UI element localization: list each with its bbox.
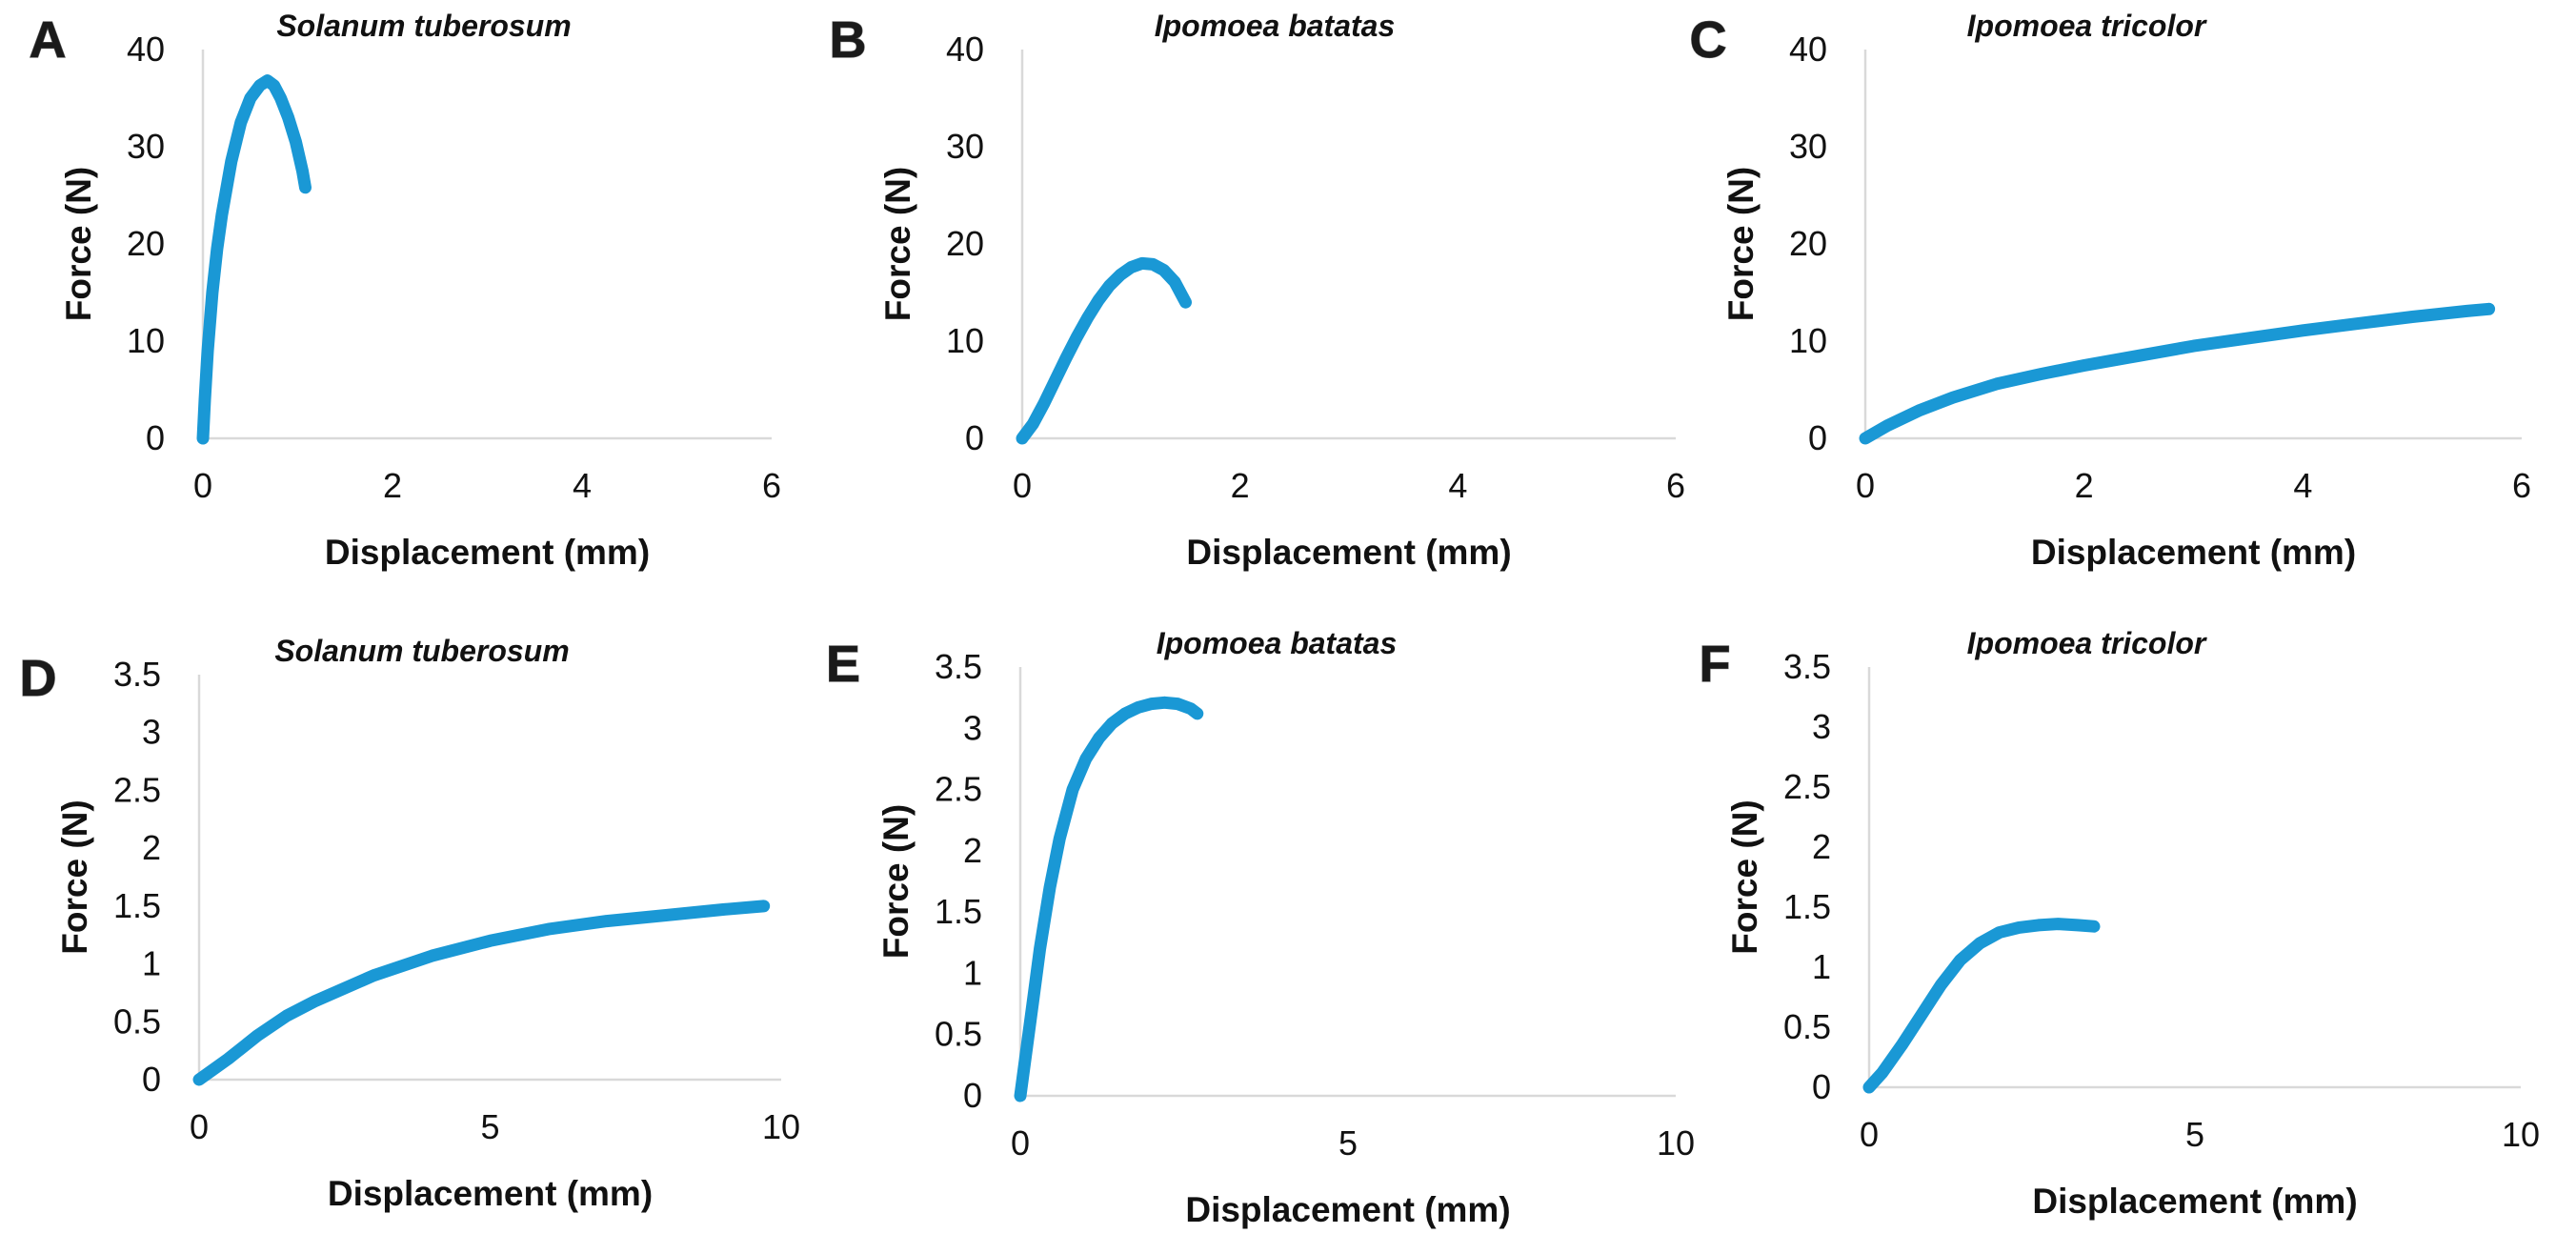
x-tick-label: 0	[1013, 466, 1032, 505]
y-tick-label: 2	[1812, 827, 1831, 866]
x-axis-title: Displacement (mm)	[325, 533, 650, 572]
panel-letter: C	[1690, 11, 1727, 69]
y-tick-label: 2.5	[1783, 767, 1831, 806]
y-axis-title: Force (N)	[55, 799, 94, 954]
y-tick-label: 40	[127, 30, 165, 69]
panel-e: E Ipomoea batatas 0 0.5 1 1.5 2 2.5 3 3.5 0 5 10 Disp…	[825, 626, 1695, 1229]
y-tick-label: 2.5	[113, 770, 161, 809]
chart-title: Ipomoea batatas	[1155, 9, 1396, 43]
y-tick-label: 3.5	[1783, 647, 1831, 686]
series-line	[1014, 696, 1204, 1102]
panel-letter: E	[826, 636, 860, 693]
y-tick-label: 10	[946, 321, 984, 360]
y-tick-label: 2	[963, 831, 982, 870]
chart-title: Solanum tuberosum	[274, 634, 569, 668]
x-tick-label: 4	[1448, 466, 1467, 505]
y-tick-label: 10	[127, 321, 165, 360]
panel-letter: B	[830, 11, 867, 69]
y-tick-label: 40	[946, 30, 984, 69]
y-tick-label: 30	[946, 127, 984, 166]
x-axis-title: Displacement (mm)	[2032, 1182, 2357, 1221]
x-tick-label: 5	[2185, 1115, 2204, 1154]
x-tick-label: 0	[193, 466, 212, 505]
series-line	[1862, 918, 2101, 1094]
chart-title: Ipomoea batatas	[1157, 626, 1398, 660]
x-axis-title: Displacement (mm)	[1186, 533, 1511, 572]
y-tick-label: 3.5	[935, 647, 982, 686]
y-tick-label: 1.5	[113, 886, 161, 925]
x-tick-label: 0	[190, 1107, 209, 1146]
x-axis-title: Displacement (mm)	[1185, 1190, 1510, 1229]
x-tick-label: 0	[1860, 1115, 1879, 1154]
series-line	[1859, 302, 2496, 445]
panel-letter: A	[30, 11, 67, 69]
y-tick-label: 0	[963, 1076, 982, 1115]
y-tick-label: 2.5	[935, 770, 982, 809]
y-tick-label: 1.5	[935, 892, 982, 931]
y-tick-label: 3.5	[113, 655, 161, 694]
x-tick-label: 10	[2502, 1115, 2540, 1154]
y-tick-label: 0.5	[1783, 1007, 1831, 1046]
y-tick-label: 1	[142, 944, 161, 983]
y-tick-label: 0	[1812, 1067, 1831, 1106]
y-tick-label: 30	[127, 127, 165, 166]
series-line	[192, 900, 771, 1086]
x-tick-label: 4	[573, 466, 592, 505]
x-axis-title: Displacement (mm)	[2031, 533, 2356, 572]
y-tick-label: 3	[142, 713, 161, 752]
x-tick-label: 5	[1338, 1123, 1358, 1163]
chart-title: Ipomoea tricolor	[1967, 9, 2207, 43]
y-axis-title: Force (N)	[878, 167, 917, 321]
y-tick-label: 1	[1812, 947, 1831, 986]
y-tick-label: 0	[1808, 418, 1827, 457]
x-tick-label: 6	[1666, 466, 1685, 505]
x-tick-label: 10	[762, 1107, 800, 1146]
y-tick-label: 0	[965, 418, 984, 457]
x-tick-label: 6	[762, 466, 781, 505]
y-axis-title: Force (N)	[1721, 167, 1761, 321]
x-tick-label: 4	[2293, 466, 2312, 505]
y-axis-title: Force (N)	[876, 804, 916, 959]
series-line	[1016, 256, 1192, 445]
x-tick-label: 0	[1856, 466, 1875, 505]
y-tick-label: 2	[142, 828, 161, 867]
x-tick-label: 2	[2075, 466, 2094, 505]
y-tick-label: 0.5	[113, 1001, 161, 1041]
y-tick-label: 10	[1789, 321, 1827, 360]
y-tick-label: 1.5	[1783, 887, 1831, 926]
panel-b: B Ipomoea batatas 0 10 20 30 40 0 2 4 6 Displacemen…	[829, 9, 1685, 572]
y-tick-label: 40	[1789, 30, 1827, 69]
x-axis-title: Displacement (mm)	[328, 1174, 653, 1213]
y-tick-label: 3	[963, 708, 982, 747]
series-line	[196, 74, 312, 445]
y-axis-title: Force (N)	[59, 167, 98, 321]
y-tick-label: 0	[142, 1060, 161, 1099]
x-tick-label: 10	[1657, 1123, 1695, 1163]
x-tick-label: 2	[1231, 466, 1250, 505]
chart-title: Ipomoea tricolor	[1967, 626, 2207, 660]
y-tick-label: 1	[963, 953, 982, 992]
y-tick-label: 3	[1812, 707, 1831, 746]
y-tick-label: 0	[146, 418, 165, 457]
y-axis-title: Force (N)	[1725, 799, 1764, 954]
panel-f: F Ipomoea tricolor 0 0.5 1 1.5 2 2.5 3 3.5 0 5 10 Dis…	[1699, 626, 2540, 1221]
x-tick-label: 2	[383, 466, 402, 505]
x-tick-label: 0	[1011, 1123, 1030, 1163]
y-tick-label: 0.5	[935, 1015, 982, 1054]
x-tick-label: 5	[480, 1107, 499, 1146]
x-tick-label: 6	[2512, 466, 2531, 505]
panel-letter: F	[1700, 636, 1731, 693]
chart-title: Solanum tuberosum	[276, 9, 571, 43]
panel-a: A Solanum tuberosum 0 10 20 30 40 0 2 4 6 Displacem…	[29, 9, 781, 572]
panel-c: C Ipomoea tricolor 0 10 20 30 40 0 2 4 6 Displaceme…	[1689, 9, 2531, 572]
panel-d: D Solanum tuberosum 0 0.5 1 1.5 2 2.5 3 3.5 0 5 10 Di…	[19, 634, 800, 1213]
y-tick-label: 20	[127, 224, 165, 263]
panel-letter: D	[20, 650, 57, 707]
y-tick-label: 20	[946, 224, 984, 263]
y-tick-label: 20	[1789, 224, 1827, 263]
y-tick-label: 30	[1789, 127, 1827, 166]
